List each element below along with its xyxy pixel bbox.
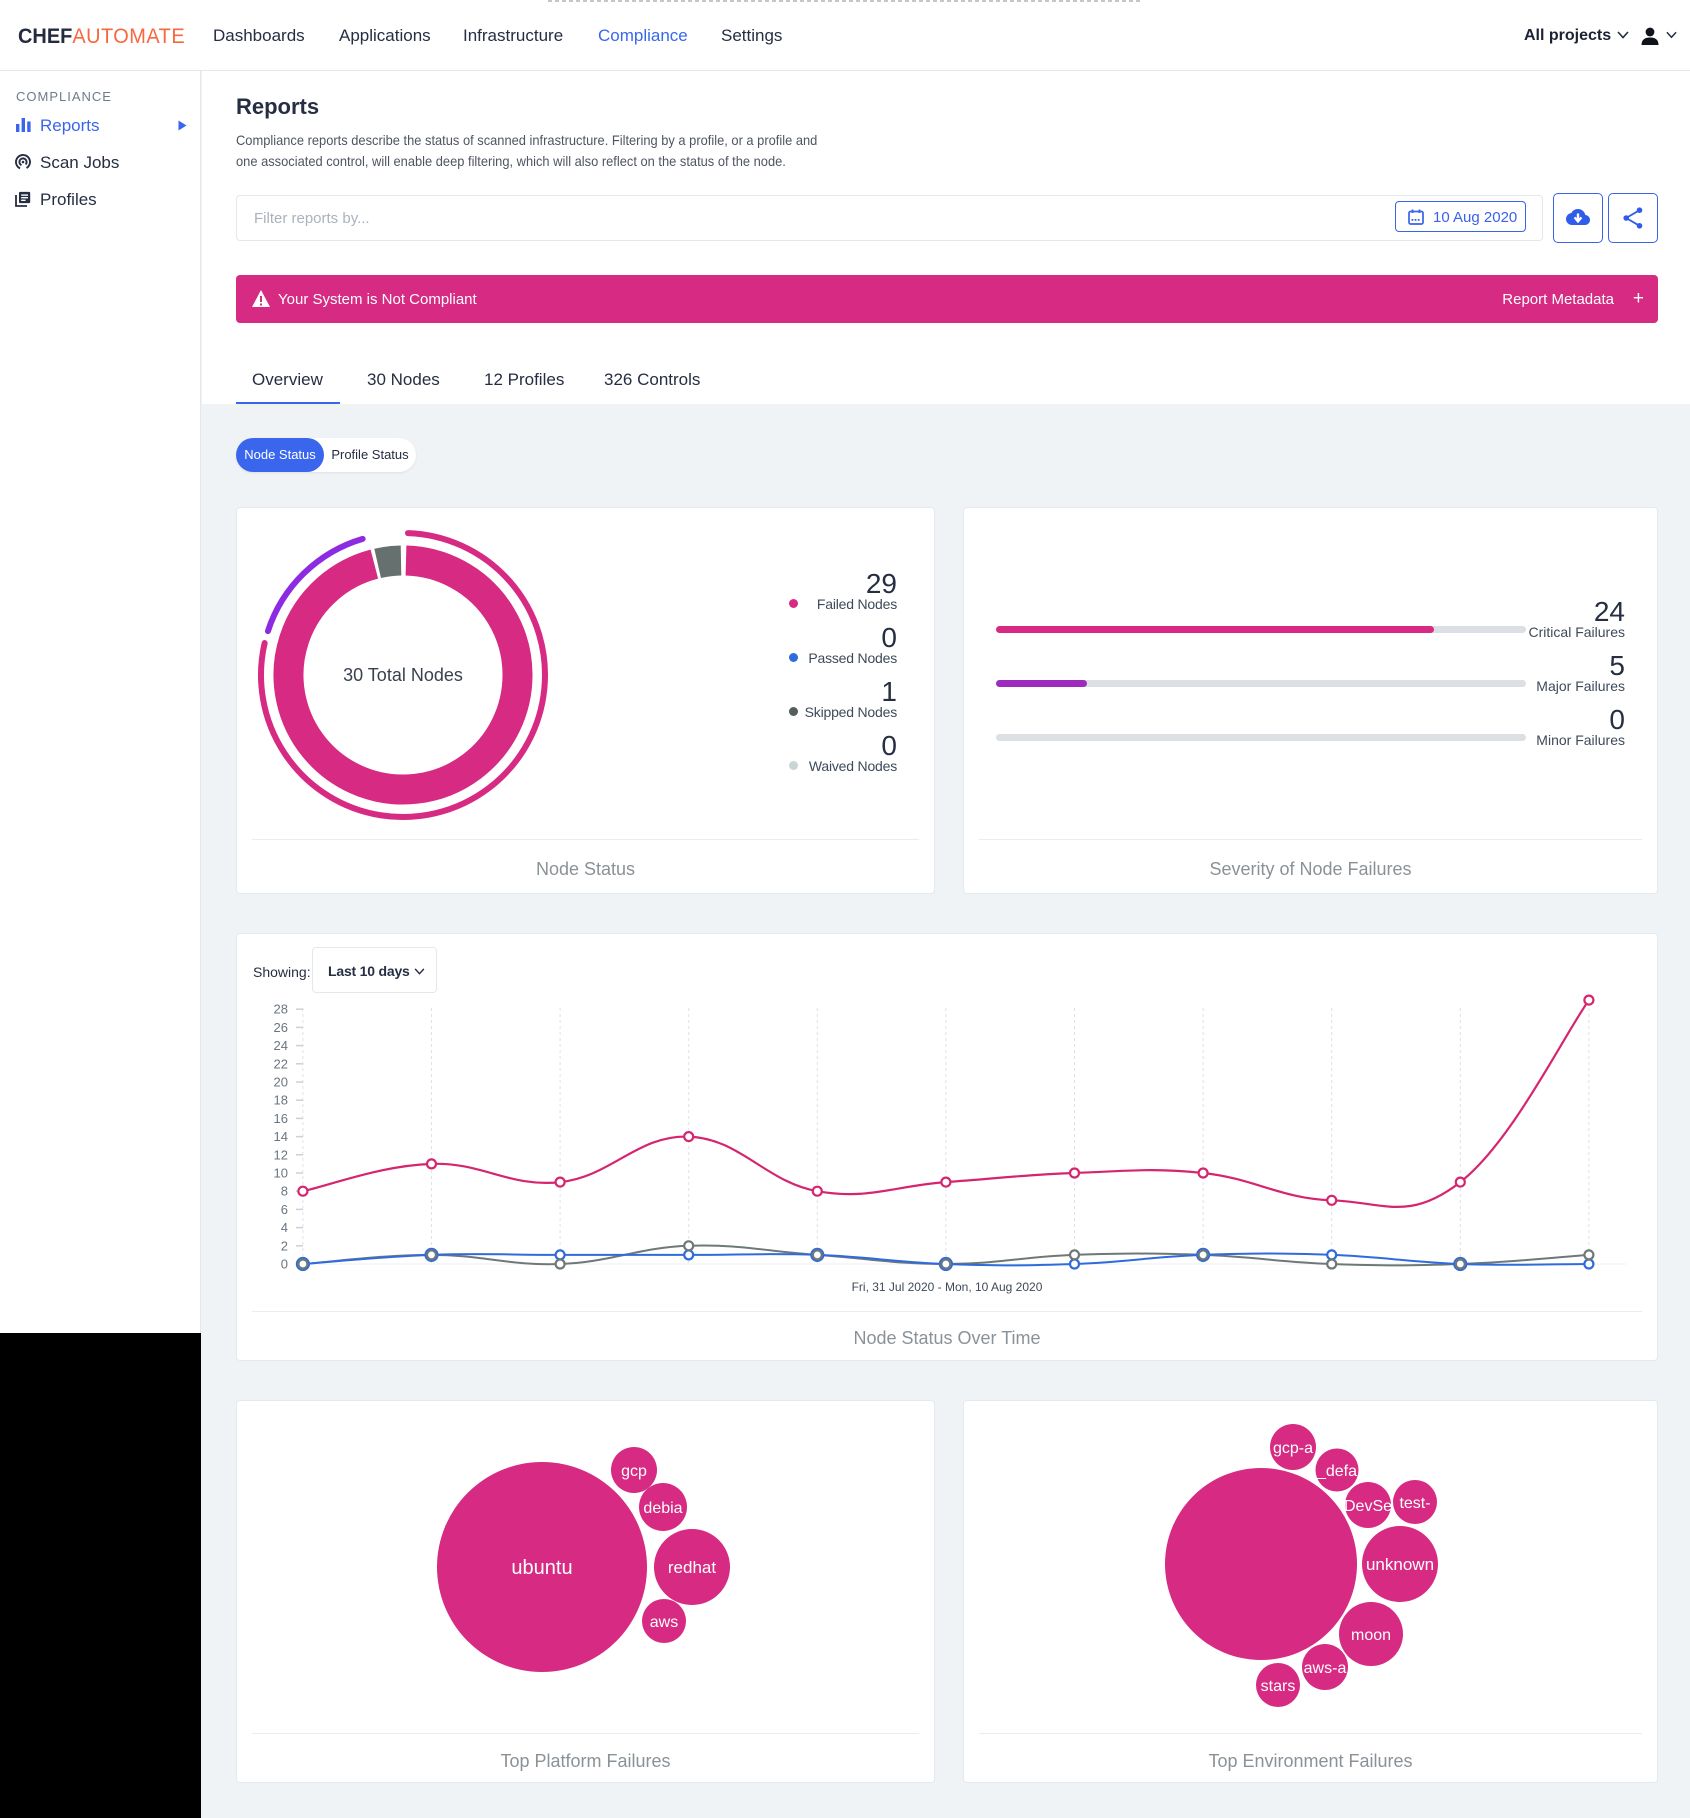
- svg-text:18: 18: [274, 1093, 288, 1108]
- svg-text:14: 14: [274, 1129, 288, 1144]
- svg-text:gcp-a: gcp-a: [1273, 1440, 1313, 1457]
- svg-text:24: 24: [274, 1038, 288, 1053]
- svg-text:ubuntu: ubuntu: [511, 1557, 572, 1579]
- svg-text:4: 4: [281, 1220, 288, 1235]
- svg-text:debia: debia: [643, 1500, 682, 1517]
- svg-text:gcp: gcp: [621, 1463, 647, 1480]
- svg-text:DevSe: DevSe: [1344, 1498, 1392, 1515]
- svg-text:28: 28: [274, 1002, 288, 1017]
- svg-text:22: 22: [274, 1056, 288, 1071]
- svg-text:redhat: redhat: [668, 1558, 716, 1577]
- svg-text:stars: stars: [1261, 1678, 1296, 1695]
- svg-text:8: 8: [281, 1184, 288, 1199]
- svg-text:10: 10: [274, 1166, 288, 1181]
- svg-text:test-: test-: [1399, 1495, 1430, 1512]
- svg-text:0: 0: [281, 1257, 288, 1272]
- svg-text:unknown: unknown: [1366, 1555, 1434, 1574]
- svg-text:20: 20: [274, 1075, 288, 1090]
- svg-text:26: 26: [274, 1020, 288, 1035]
- svg-text:moon: moon: [1351, 1627, 1391, 1644]
- svg-text:6: 6: [281, 1202, 288, 1217]
- svg-text:16: 16: [274, 1111, 288, 1126]
- svg-text:30 Total Nodes: 30 Total Nodes: [343, 665, 463, 685]
- svg-text:_defa: _defa: [1316, 1463, 1357, 1480]
- svg-text:2: 2: [281, 1238, 288, 1253]
- svg-text:aws: aws: [650, 1614, 678, 1631]
- svg-text:aws-a: aws-a: [1304, 1660, 1347, 1677]
- svg-text:12: 12: [274, 1147, 288, 1162]
